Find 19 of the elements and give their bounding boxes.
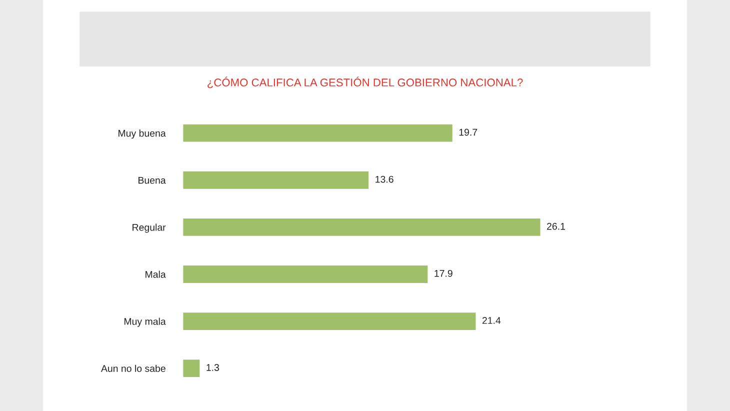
chart-title: ¿CÓMO CALIFICA LA GESTIÓN DEL GOBIERNO NACIONAL? bbox=[208, 76, 523, 88]
y-tick-label: Mala bbox=[146, 270, 166, 278]
bar bbox=[182, 217, 542, 238]
y-tick-label: Regular bbox=[132, 224, 166, 233]
data-label: 26.1 bbox=[547, 222, 565, 230]
data-label: 21.4 bbox=[482, 317, 501, 324]
data-label: 1.3 bbox=[206, 364, 219, 371]
data-label: 19.7 bbox=[459, 128, 478, 136]
data-label: 13.6 bbox=[376, 176, 394, 183]
y-tick-label: Muy mala bbox=[124, 318, 166, 327]
bar bbox=[182, 311, 478, 332]
bar bbox=[182, 358, 202, 378]
bar bbox=[182, 264, 430, 284]
data-label: 17.9 bbox=[434, 270, 452, 277]
bar bbox=[182, 170, 370, 190]
y-tick-label: Muy buena bbox=[118, 130, 166, 139]
bar bbox=[182, 122, 454, 144]
y-tick-label: Aun no lo sabe bbox=[100, 364, 166, 372]
y-tick-label: Buena bbox=[138, 176, 166, 184]
